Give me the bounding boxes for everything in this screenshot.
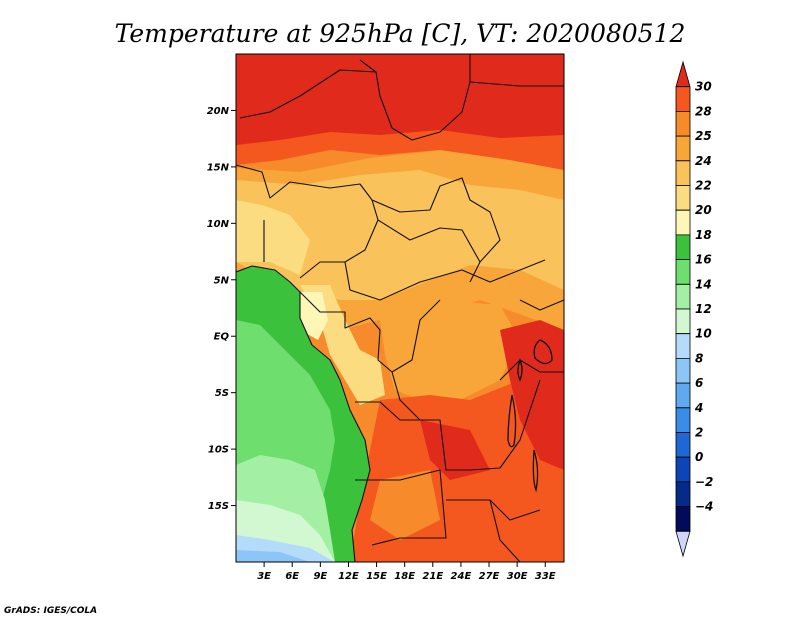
lat-tick-label: 5S [215, 388, 229, 399]
coastline [236, 265, 371, 562]
colorbar-segment [675, 432, 691, 458]
colorbar-label: 30 [695, 80, 712, 94]
lon-tick-label: 30E [507, 571, 528, 582]
longitude-axis: 3E 6E 9E 12E 15E 18E 21E 24E 27E 30E 33E [257, 562, 556, 582]
lon-tick-label: 18E [394, 571, 415, 582]
map-frame [235, 53, 565, 563]
field-north-30 [236, 54, 564, 145]
colorbar-segment [675, 481, 691, 507]
lon-tick-label: 33E [535, 571, 556, 582]
field-band-18-gabon [298, 292, 328, 340]
colorbar-label: 22 [695, 179, 712, 193]
latitude-axis: 20N 15N 10N 5N EQ 5S 10S 15S [207, 106, 236, 512]
colorbar-label: 24 [695, 154, 712, 168]
colorbar-segment [675, 333, 691, 359]
lakes [507, 339, 553, 493]
colorbar-label: 0 [695, 450, 703, 464]
lon-tick-label: 15E [366, 571, 387, 582]
colorbar-label: 12 [695, 302, 712, 316]
colorbar-segment [675, 407, 691, 433]
lon-tick-label: 12E [338, 571, 359, 582]
colorbar-label: 14 [695, 277, 712, 291]
field-basin-24 [380, 300, 520, 400]
colorbar-segment [675, 86, 691, 112]
colorbar-segment [675, 358, 691, 384]
colorbar-segment [675, 530, 691, 558]
credit-label: GrADS: IGES/COLA [4, 606, 97, 616]
colorbar-segment [675, 308, 691, 335]
colorbar-segment [675, 234, 691, 260]
colorbar-label: −4 [695, 500, 713, 514]
colorbar-segment [675, 382, 691, 409]
colorbar-segment [675, 160, 691, 186]
lon-tick-label: 21E [422, 571, 443, 582]
colorbar-label: 18 [695, 228, 712, 242]
colorbar-label: 16 [695, 253, 712, 267]
colorbar-segment [675, 259, 691, 285]
colorbar-segment [675, 283, 691, 310]
colorbar-label: 6 [695, 376, 703, 390]
lon-tick-label: 6E [285, 571, 299, 582]
field-namibia-25 [370, 470, 440, 540]
lon-tick-label: 27E [479, 571, 500, 582]
colorbar-label: 25 [695, 129, 712, 143]
lat-tick-label: 15N [207, 162, 230, 173]
lon-tick-label: 24E [451, 571, 472, 582]
colorbar-segment [675, 456, 691, 483]
country-borders [236, 54, 564, 562]
field-katanga-30 [420, 420, 490, 480]
temperature-field [236, 54, 564, 562]
colorbar-label: 20 [695, 203, 712, 217]
colorbar-label: 2 [695, 426, 703, 440]
map-title: Temperature at 925hPa [C], VT: 202008051… [115, 19, 686, 48]
colorbar-label: 10 [695, 327, 712, 341]
colorbar-segment [675, 185, 691, 211]
lat-tick-label: 15S [208, 501, 229, 512]
colorbar-segment [675, 209, 691, 236]
lat-tick-label: EQ [214, 332, 230, 343]
lon-tick-label: 9E [313, 571, 327, 582]
colorbar-segment [675, 506, 691, 532]
colorbar-label: −2 [695, 475, 713, 489]
field-band-22 [236, 170, 564, 300]
field-rift-30 [500, 320, 564, 470]
ocean-6 [236, 550, 310, 562]
lat-tick-label: 5N [214, 275, 230, 286]
colorbar-segment [675, 111, 691, 137]
lat-tick-label: 10S [208, 445, 229, 456]
colorbar-segment [675, 60, 691, 88]
colorbar-label: 4 [694, 401, 703, 415]
colorbar-segment [675, 135, 691, 162]
lon-tick-label: 3E [257, 571, 271, 582]
field-band-20-west [236, 200, 310, 275]
colorbar-label: 28 [695, 104, 712, 118]
lat-tick-label: 20N [207, 106, 230, 117]
lat-tick-label: 10N [207, 219, 230, 230]
colorbar-label: 8 [695, 351, 703, 365]
